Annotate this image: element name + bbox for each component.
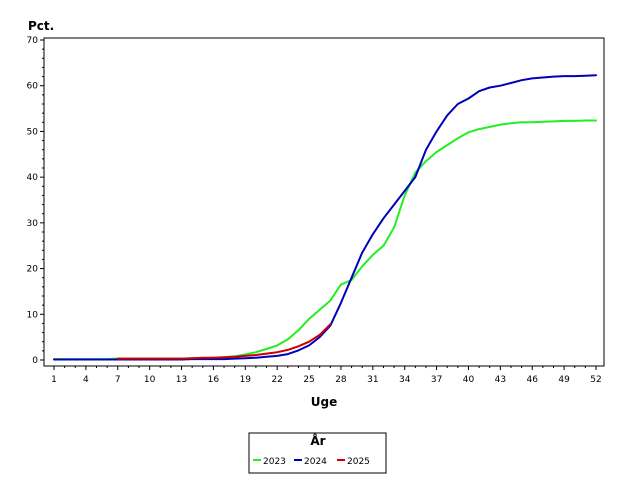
legend-box — [248, 432, 387, 474]
legend-title: År — [310, 433, 325, 448]
y-tick-label: 30 — [27, 219, 39, 229]
x-tick-label: 7 — [115, 375, 121, 385]
y-tick-label: 70 — [27, 36, 39, 46]
y-tick-label: 0 — [32, 356, 38, 366]
x-tick-label: 52 — [590, 375, 601, 385]
x-tick-label: 4 — [83, 375, 89, 385]
x-ticks: 1 4 7 10 13 16 19 22 25 28 31 34 37 40 43 46 49 52 — [51, 366, 602, 385]
x-axis-title: Uge — [311, 395, 337, 409]
y-ticks: 0 10 20 30 40 50 60 70 — [27, 36, 44, 366]
y-tick-label: 50 — [27, 127, 39, 137]
legend-label-2025: 2025 — [347, 457, 370, 467]
x-tick-label: 46 — [527, 375, 539, 385]
series-lines — [53, 74, 597, 361]
series-line-2025 — [116, 323, 332, 360]
x-tick-label: 22 — [271, 375, 282, 385]
x-tick-label: 28 — [335, 375, 347, 385]
y-tick-label: 60 — [27, 82, 39, 92]
y-axis-title: Pct. — [28, 19, 54, 33]
plot-frame — [43, 37, 605, 367]
x-tick-label: 34 — [399, 375, 411, 385]
x-tick-label: 16 — [208, 375, 220, 385]
x-tick-label: 49 — [558, 375, 570, 385]
y-tick-label: 10 — [27, 310, 39, 320]
x-tick-label: 37 — [431, 375, 442, 385]
x-tick-label: 13 — [176, 375, 187, 385]
legend: År 2023 2024 2025 — [248, 432, 387, 474]
y-tick-label: 40 — [27, 173, 39, 183]
x-tick-label: 25 — [303, 375, 314, 385]
y-tick-label: 20 — [27, 265, 39, 275]
legend-label-2023: 2023 — [263, 457, 286, 467]
x-tick-label: 31 — [367, 375, 378, 385]
x-tick-label: 43 — [495, 375, 506, 385]
x-tick-label: 40 — [463, 375, 475, 385]
legend-items: 2023 2024 2025 — [253, 457, 370, 467]
x-tick-label: 1 — [51, 375, 57, 385]
legend-label-2024: 2024 — [304, 457, 327, 467]
x-tick-label: 19 — [240, 375, 252, 385]
x-tick-label: 10 — [144, 375, 156, 385]
